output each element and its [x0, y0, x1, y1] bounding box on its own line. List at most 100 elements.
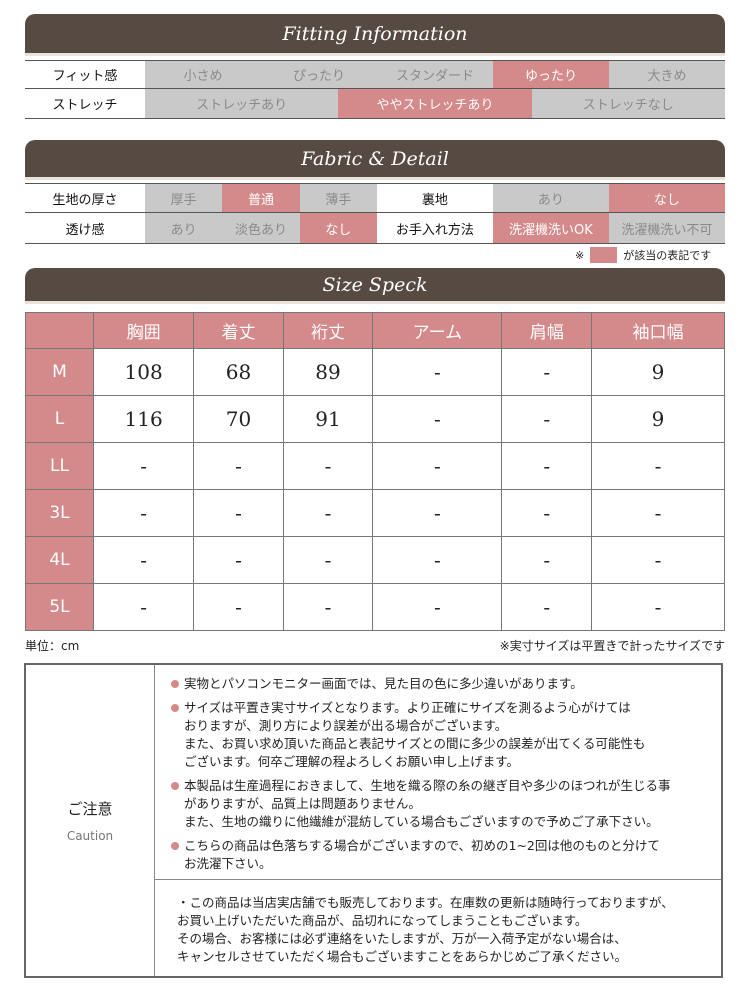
size-value: -	[372, 395, 503, 443]
thickness-option: 薄手	[299, 184, 377, 212]
column-header: 胸囲	[92, 312, 195, 349]
size-value: -	[501, 442, 592, 490]
column-header: 裄丈	[282, 312, 374, 349]
table-row: 4L - - - - - -	[25, 536, 726, 584]
size-value: -	[501, 536, 592, 584]
unit-label: 単位：cm	[25, 639, 80, 653]
note-mark: ※	[575, 248, 585, 262]
caution-box: ご注意 Caution 実物とパソコンモニター画面では、見た目の色に多少違いがあ…	[24, 663, 723, 978]
size-value: -	[282, 583, 374, 631]
caution-text: サイズは平置き実寸サイズとなります。より正確にサイズを測るよう心がけては おりま…	[184, 700, 646, 769]
stock-note: ・この商品は当店実店舗でも販売しております。在庫数の更新は随時行っておりますが、…	[177, 895, 674, 964]
caution-text: こちらの商品は色落ちする場合がございますので、初めの1~2回は他のものと分けて …	[184, 838, 660, 871]
size-label: L	[25, 395, 94, 443]
size-value: -	[590, 489, 726, 537]
size-value: -	[282, 536, 374, 584]
size-value: -	[372, 583, 503, 631]
thickness-option: 普通	[222, 184, 300, 212]
size-value: -	[282, 489, 374, 537]
fit-option: ぴったり	[261, 61, 377, 88]
stretch-label: ストレッチ	[25, 89, 145, 118]
size-value: -	[372, 348, 503, 396]
column-header: アーム	[372, 312, 503, 349]
size-table: 胸囲 着丈 裄丈 アーム 肩幅 袖口幅 M 108 68 89- -9 L 116 70 91- -9 LL - -…	[25, 312, 726, 631]
thickness-row: 生地の厚さ 厚手 普通 薄手 裏地 あり なし	[25, 183, 725, 213]
table-row: LL - - - - - -	[25, 442, 726, 490]
thickness-label: 生地の厚さ	[25, 184, 145, 212]
bullet-icon	[171, 782, 179, 790]
care-option: 洗濯機洗い不可	[608, 213, 725, 243]
size-value: -	[193, 583, 284, 631]
size-value: 91	[282, 395, 374, 443]
fit-option: スタンダード	[377, 61, 493, 88]
caution-list: 実物とパソコンモニター画面では、見た目の色に多少違いがあります。サイズは平置き実…	[155, 665, 721, 880]
stretch-option: ややストレッチあり	[338, 89, 532, 118]
sheer-option: あり	[145, 213, 223, 243]
fit-row: フィット感 小さめ ぴったり スタンダード ゆったり 大きめ	[25, 60, 725, 89]
size-value: -	[372, 489, 503, 537]
column-header: 肩幅	[501, 312, 592, 349]
size-label: 5L	[25, 583, 94, 631]
bullet-icon	[171, 680, 179, 688]
size-label: 4L	[25, 536, 94, 584]
caution-item: 実物とパソコンモニター画面では、見た目の色に多少違いがあります。	[171, 675, 707, 693]
size-value: 9	[590, 395, 726, 443]
caution-item: サイズは平置き実寸サイズとなります。より正確にサイズを測るよう心がけては おりま…	[171, 699, 707, 771]
stretch-option: ストレッチなし	[531, 89, 725, 118]
size-value: -	[92, 489, 195, 537]
caution-text: 本製品は生産過程におきまして、生地を織る際の糸の継ぎ目や多少のほつれが生じる事 …	[184, 778, 671, 829]
size-value: 70	[193, 395, 284, 443]
fabric-header: Fabric & Detail	[25, 140, 725, 180]
table-row: 5L - - - - - -	[25, 583, 726, 631]
size-value: 68	[193, 348, 284, 396]
fitting-header: Fitting Information	[25, 14, 725, 56]
sheer-option: なし	[299, 213, 377, 243]
size-value: 108	[92, 348, 195, 396]
size-value: -	[193, 489, 284, 537]
care-label: お手入れ方法	[376, 213, 493, 243]
size-value: -	[501, 348, 592, 396]
sheer-row: 透け感 あり 淡色あり なし お手入れ方法 洗濯機洗いOK 洗濯機洗い不可	[25, 213, 725, 244]
fit-option: ゆったり	[493, 61, 609, 88]
note-text: が該当の表記です	[623, 249, 712, 262]
table-row: M 108 68 89- -9	[25, 348, 726, 396]
lining-label: 裏地	[376, 184, 493, 212]
sheer-label: 透け感	[25, 213, 145, 243]
size-value: 89	[282, 348, 374, 396]
size-value: -	[372, 442, 503, 490]
stretch-row: ストレッチ ストレッチあり ややストレッチあり ストレッチなし	[25, 89, 725, 119]
size-label: LL	[25, 442, 94, 490]
measure-note: ※実寸サイズは平置きで計ったサイズです	[499, 639, 725, 653]
size-label: 3L	[25, 489, 94, 537]
size-value: -	[193, 442, 284, 490]
size-value: -	[501, 489, 592, 537]
sheer-option: 淡色あり	[222, 213, 300, 243]
selected-swatch	[590, 247, 618, 263]
size-label: M	[25, 348, 94, 396]
column-header: 着丈	[193, 312, 284, 349]
caution-text: 実物とパソコンモニター画面では、見た目の色に多少違いがあります。	[184, 676, 583, 691]
lining-option: なし	[608, 184, 725, 212]
fit-label: フィット感	[25, 61, 145, 88]
table-row: L 116 70 91- -9	[25, 395, 726, 443]
table-row: 3L - - - - - -	[25, 489, 726, 537]
thickness-option: 厚手	[145, 184, 223, 212]
fit-option: 小さめ	[145, 61, 261, 88]
legend-note: ※ が該当の表記です	[575, 247, 711, 263]
caution-title: ご注意	[67, 800, 113, 818]
column-header: 袖口幅	[590, 312, 726, 349]
column-header	[25, 312, 94, 349]
fit-option: 大きめ	[609, 61, 725, 88]
size-value: -	[92, 536, 195, 584]
size-header-row: 胸囲 着丈 裄丈 アーム 肩幅 袖口幅	[25, 312, 726, 349]
caution-subtitle: Caution	[66, 829, 114, 843]
size-value: -	[372, 536, 503, 584]
size-value: -	[501, 395, 592, 443]
size-value: -	[501, 583, 592, 631]
size-value: 116	[92, 395, 195, 443]
size-value: -	[590, 583, 726, 631]
size-value: -	[92, 442, 195, 490]
bullet-icon	[171, 704, 179, 712]
stretch-option: ストレッチあり	[145, 89, 339, 118]
size-value: -	[92, 583, 195, 631]
